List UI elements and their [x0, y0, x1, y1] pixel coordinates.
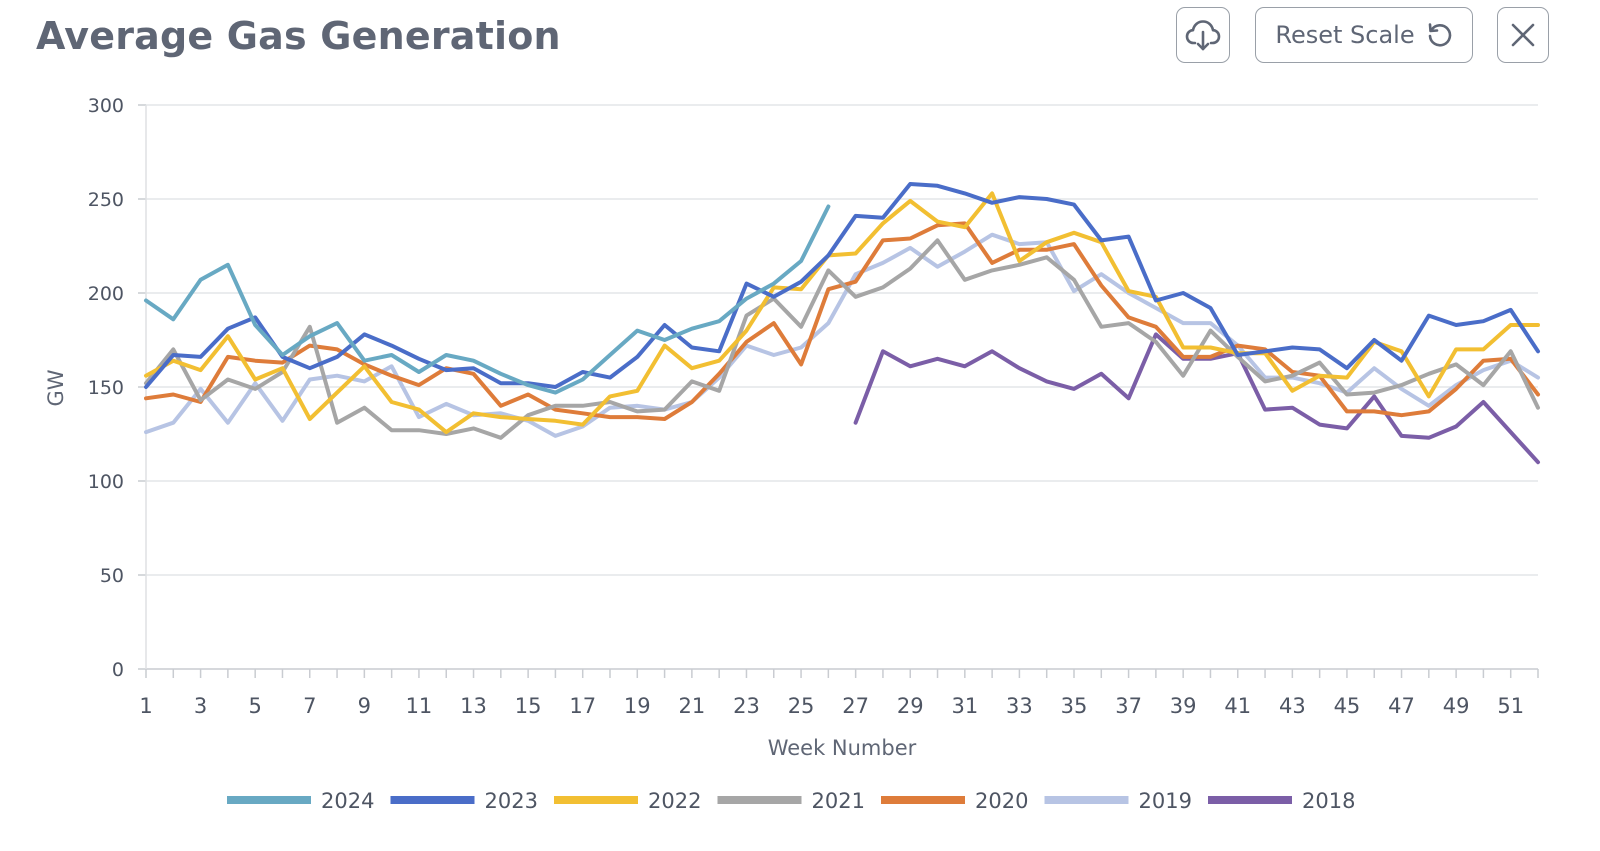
x-axis: 1 3 5 7 9 11 13 15 17 19 21 23 25 27 29 31 33 35 37 39 41 43 4…: [139, 669, 1539, 718]
x-tick-label: 47: [1388, 694, 1415, 718]
x-axis-label: Week Number: [768, 736, 917, 760]
y-tick-label: 150: [88, 377, 124, 399]
x-tick-label: 3: [194, 694, 207, 718]
x-tick-label: 37: [1115, 694, 1142, 718]
page-title: Average Gas Generation: [36, 14, 561, 58]
cloud-download-icon: [1185, 20, 1221, 51]
x-tick-label: 49: [1443, 694, 1470, 718]
x-tick-label: 11: [406, 694, 433, 718]
close-button[interactable]: [1497, 7, 1549, 63]
legend: 2024 2023 2022 2021 2020 2019 2018: [227, 789, 1355, 813]
x-tick-label: 41: [1224, 694, 1251, 718]
series-line-2023: [144, 182, 1540, 389]
y-tick-label: 0: [112, 659, 124, 681]
reset-scale-button[interactable]: Reset Scale: [1255, 7, 1473, 63]
y-tick-label: 50: [100, 565, 124, 587]
x-tick-label: 51: [1497, 694, 1524, 718]
close-icon: [1511, 23, 1535, 47]
legend-label-2024: 2024: [321, 789, 374, 813]
x-tick-label: 31: [951, 694, 978, 718]
legend-label-2018: 2018: [1302, 789, 1355, 813]
y-axis-label: GW: [44, 369, 68, 406]
x-tick-label: 23: [733, 694, 760, 718]
x-tick-label: 29: [897, 694, 924, 718]
reset-scale-label: Reset Scale: [1275, 21, 1415, 49]
legend-label-2023: 2023: [485, 789, 538, 813]
y-tick-label: 100: [88, 471, 124, 493]
x-tick-label: 35: [1061, 694, 1088, 718]
y-tick-label: 250: [88, 189, 124, 211]
series-line-2021: [144, 238, 1540, 440]
x-tick-label: 33: [1006, 694, 1033, 718]
legend-label-2021: 2021: [812, 789, 865, 813]
x-tick-label: 39: [1170, 694, 1197, 718]
y-tick-label: 200: [88, 283, 124, 305]
legend-label-2019: 2019: [1139, 789, 1192, 813]
x-tick-label: 5: [248, 694, 261, 718]
series-line-2024: [144, 204, 831, 395]
grid: [146, 104, 1538, 670]
legend-label-2022: 2022: [648, 789, 701, 813]
y-axis: 0 50 100 150 200 250 300: [88, 95, 147, 681]
legend-label-2020: 2020: [975, 789, 1028, 813]
x-tick-label: 27: [842, 694, 869, 718]
x-tick-label: 43: [1279, 694, 1306, 718]
x-tick-label: 13: [460, 694, 487, 718]
rotate-ccw-icon: [1428, 23, 1451, 47]
x-tick-label: 21: [679, 694, 706, 718]
x-tick-label: 9: [358, 694, 371, 718]
series-lines: [144, 182, 1540, 465]
y-tick-label: 300: [88, 95, 124, 117]
x-tick-label: 19: [624, 694, 651, 718]
x-tick-label: 1: [139, 694, 152, 718]
x-tick-label: 17: [569, 694, 596, 718]
x-tick-label: 25: [788, 694, 815, 718]
series-line-2022: [144, 191, 1540, 435]
x-tick-label: 7: [303, 694, 316, 718]
series-line-2019: [144, 232, 1540, 438]
x-tick-label: 15: [515, 694, 542, 718]
download-button[interactable]: [1176, 7, 1230, 63]
x-tick-label: 45: [1334, 694, 1361, 718]
